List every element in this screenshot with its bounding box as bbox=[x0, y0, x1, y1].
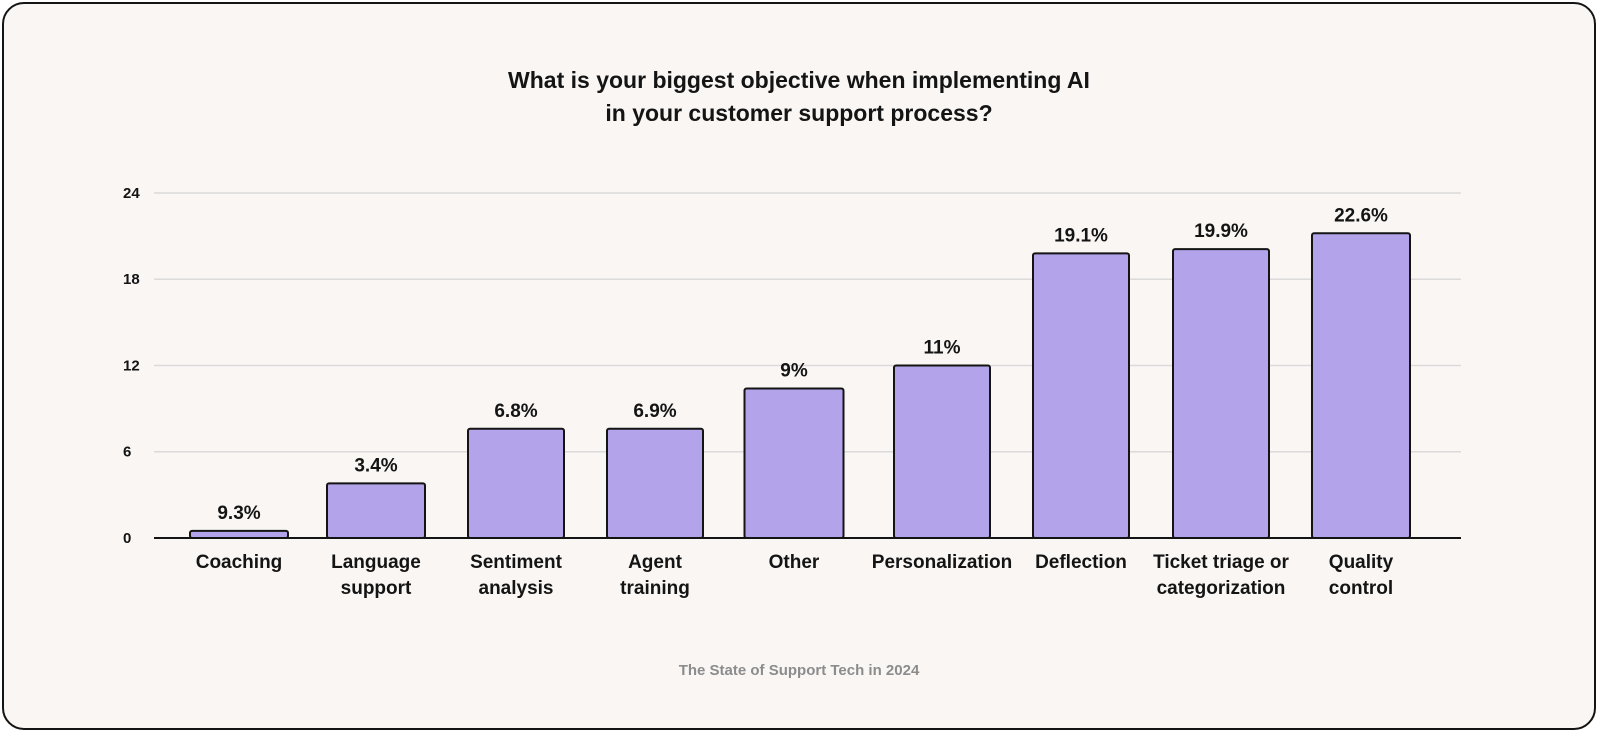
bar bbox=[326, 482, 426, 539]
chart-title-line-1: What is your biggest objective when impl… bbox=[508, 67, 1090, 93]
y-tick-label: 24 bbox=[123, 185, 140, 202]
x-tick-label: categorization bbox=[1157, 578, 1286, 599]
data-label: 6.9% bbox=[633, 401, 676, 422]
bar bbox=[1032, 252, 1130, 539]
x-tick-label: Other bbox=[769, 552, 820, 573]
data-label: 3.4% bbox=[354, 455, 397, 476]
chart-title: What is your biggest objective when impl… bbox=[4, 64, 1594, 130]
bar bbox=[743, 387, 845, 539]
y-tick-label: 6 bbox=[123, 444, 131, 461]
data-label: 19.9% bbox=[1194, 221, 1248, 242]
chart-source: The State of Support Tech in 2024 bbox=[678, 662, 920, 679]
x-tick-label: analysis bbox=[479, 578, 554, 599]
bar bbox=[893, 364, 991, 539]
bar bbox=[606, 427, 704, 539]
x-tick-label: Agent bbox=[628, 552, 683, 573]
data-label: 6.8% bbox=[494, 401, 537, 422]
y-tick-label: 12 bbox=[123, 357, 140, 374]
y-tick-label: 0 bbox=[123, 530, 131, 547]
bar bbox=[1311, 232, 1411, 539]
data-label: 22.6% bbox=[1334, 205, 1388, 226]
x-tick-label: Personalization bbox=[872, 552, 1012, 573]
data-label: 9% bbox=[780, 361, 808, 382]
x-tick-label: Deflection bbox=[1035, 552, 1127, 573]
bar bbox=[467, 427, 565, 539]
x-tick-label: control bbox=[1329, 578, 1393, 599]
chart-title-line-2: in your customer support process? bbox=[605, 100, 993, 126]
x-tick-label: training bbox=[620, 578, 690, 599]
x-tick-label: Ticket triage or bbox=[1153, 552, 1289, 573]
x-tick-label: support bbox=[341, 578, 412, 599]
x-tick-label: Quality bbox=[1329, 552, 1394, 573]
data-label: 9.3% bbox=[217, 503, 260, 524]
data-label: 19.1% bbox=[1054, 225, 1108, 246]
x-tick-label: Language bbox=[331, 552, 421, 573]
bar bbox=[1172, 248, 1270, 539]
bar bbox=[189, 529, 289, 539]
y-tick-label: 18 bbox=[123, 271, 140, 288]
x-tick-label: Sentiment bbox=[470, 552, 563, 573]
data-label: 11% bbox=[924, 338, 961, 359]
x-tick-label: Coaching bbox=[196, 552, 283, 573]
